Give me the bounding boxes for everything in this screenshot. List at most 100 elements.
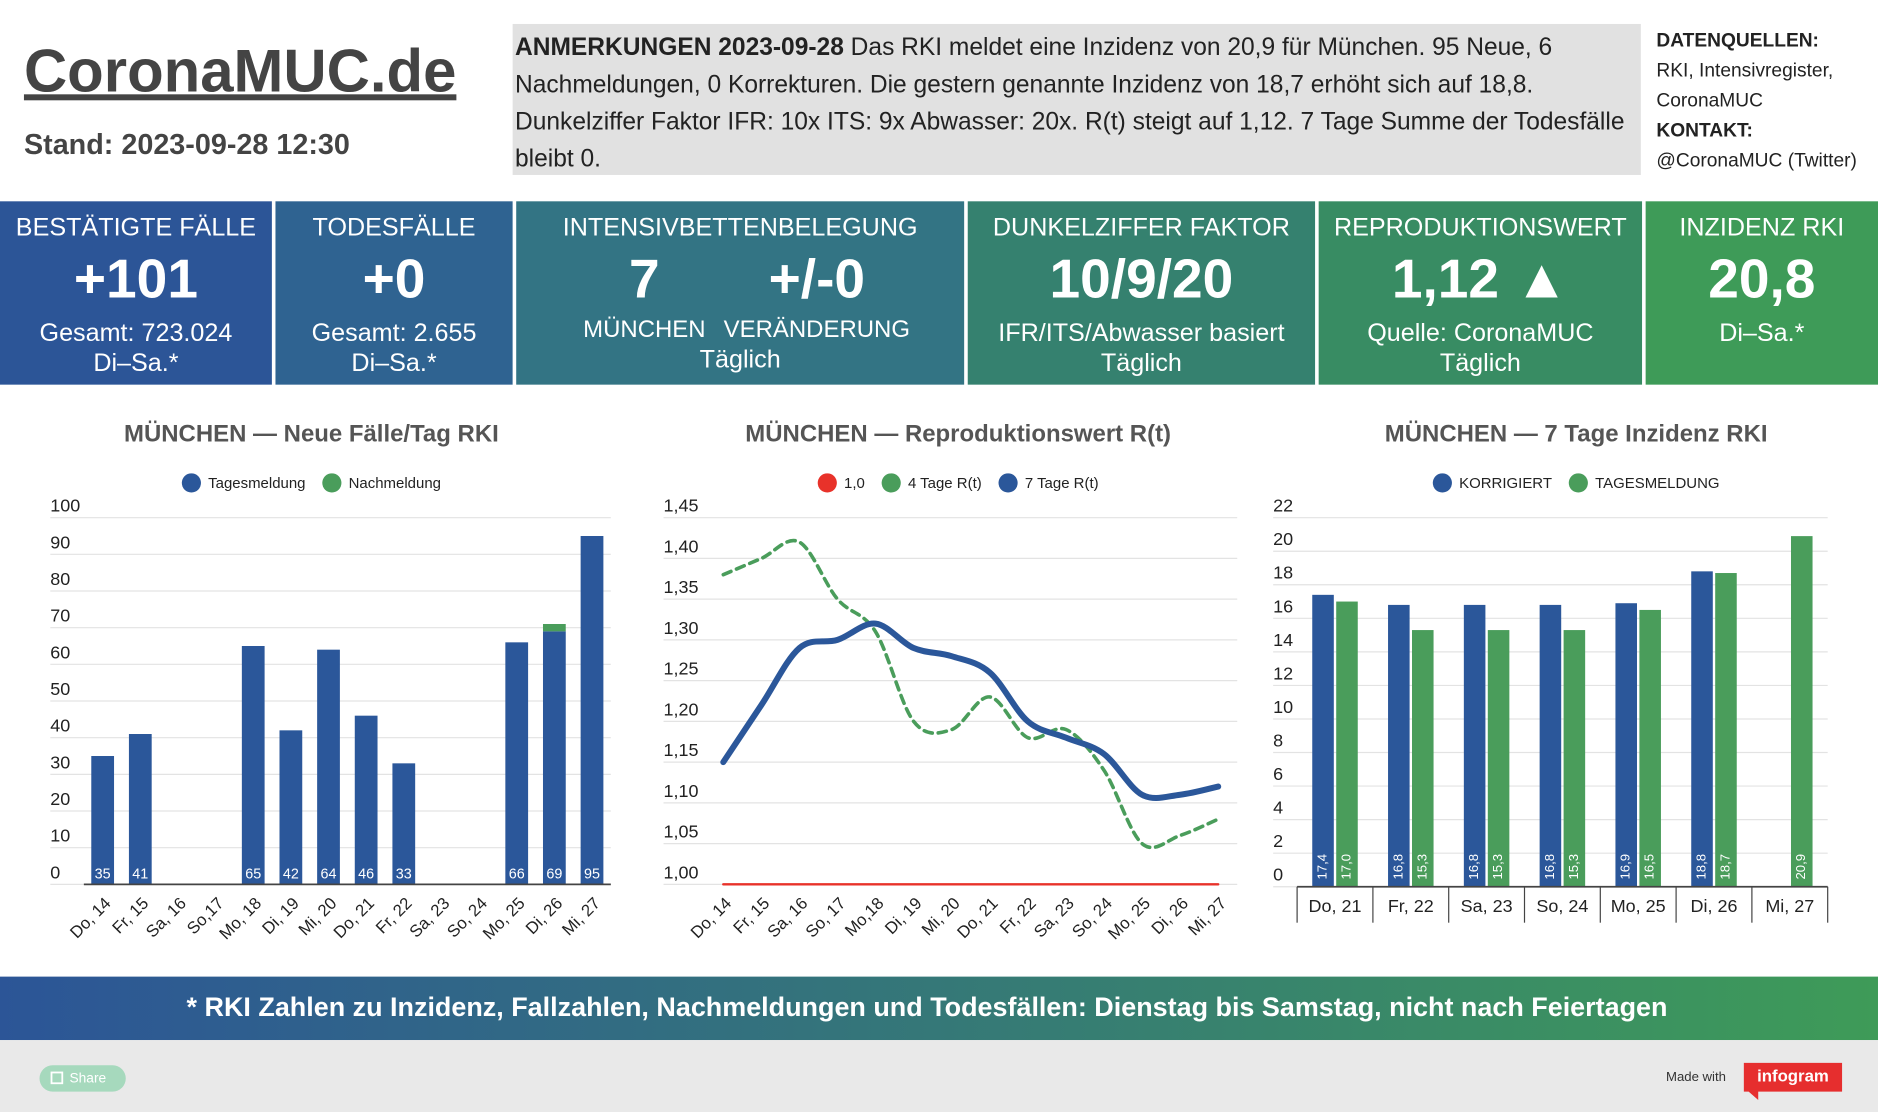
contact-heading: KONTAKT:	[1656, 121, 1753, 142]
data-label: 15,3	[1490, 854, 1505, 880]
bar	[354, 715, 378, 885]
y-tick-label: 16	[1273, 596, 1293, 616]
kpi-value: 20,8	[1708, 247, 1815, 309]
bar	[1563, 630, 1586, 887]
x-tick-label: So, 17	[802, 894, 850, 942]
chart-title: MÜNCHEN — 7 Tage Inzidenz RKI	[1385, 420, 1768, 447]
y-tick-label: 0	[50, 862, 60, 882]
share-icon	[50, 1071, 64, 1085]
x-tick-label: Sa, 16	[142, 894, 190, 942]
x-tick-label: Mo, 25	[1611, 896, 1666, 916]
legend-swatch	[1432, 473, 1452, 493]
share-button[interactable]: Share	[39, 1065, 126, 1092]
x-tick-label: Do, 21	[953, 894, 1001, 942]
y-tick-label: 1,05	[664, 822, 699, 842]
data-label: 41	[132, 867, 148, 883]
bar	[1412, 630, 1434, 887]
data-label: 18,8	[1694, 854, 1709, 880]
kpi-value: 1,12 ▲	[1392, 247, 1569, 309]
x-tick-label: Di, 26	[1691, 896, 1738, 916]
y-tick-label: 40	[50, 716, 70, 736]
bottom-bar	[0, 1040, 1878, 1112]
sources-heading: DATENQUELLEN:	[1656, 31, 1819, 52]
bar	[1615, 603, 1637, 887]
y-tick-label: 0	[1273, 865, 1283, 885]
x-tick-label: Di, 26	[1148, 894, 1192, 938]
kpi-note: Gesamt: 723.024	[40, 319, 233, 347]
y-tick-label: 1,40	[664, 536, 699, 556]
kpi-value: 7	[629, 247, 660, 309]
data-label: 16,8	[1390, 854, 1405, 880]
brand-label: infogram	[1757, 1067, 1829, 1086]
legend: 1,0 4 Tage R(t) 7 Tage R(t)	[817, 473, 1099, 493]
y-tick-label: 1,20	[664, 699, 699, 719]
kpi-note: Gesamt: 2.655	[312, 319, 477, 347]
y-tick-label: 70	[50, 606, 70, 626]
y-tick-label: 60	[50, 642, 70, 662]
data-label: 46	[358, 867, 374, 883]
y-tick-label: 20	[50, 789, 70, 809]
stand: Stand: 2023-09-28 12:30	[24, 129, 350, 161]
y-tick-label: 1,45	[664, 496, 699, 516]
kpi-value: 10/9/20	[1050, 247, 1234, 309]
notes-text: Das RKI meldet eine Inzidenz von 20,9 fü…	[515, 33, 1625, 173]
x-tick-label: Fr, 22	[1388, 896, 1434, 916]
x-tick-label: Mo, 25	[1104, 894, 1154, 944]
legend-label: 4 Tage R(t)	[908, 475, 982, 492]
kpi-note: IFR/ITS/Abwasser basiert	[998, 319, 1284, 347]
legend-swatch	[181, 473, 201, 493]
x-tick-label: Mo, 18	[216, 894, 266, 944]
bar	[1312, 594, 1334, 887]
kpi-label: VERÄNDERUNG	[724, 316, 910, 343]
bar	[128, 734, 152, 885]
kpi-note: Täglich	[1101, 349, 1182, 377]
kpi-tile	[1645, 201, 1878, 385]
data-label: 16,9	[1618, 854, 1633, 880]
legend-label: 1,0	[844, 475, 865, 492]
sources: DATENQUELLEN: RKI, Intensivregister, Cor…	[1656, 26, 1874, 176]
brand-logo[interactable]: infogram	[1743, 1062, 1843, 1101]
bar	[1715, 573, 1737, 887]
chart-title: MÜNCHEN — Neue Fälle/Tag RKI	[124, 420, 499, 447]
legend-swatch	[1568, 473, 1588, 493]
bar	[392, 763, 416, 885]
y-tick-label: 1,15	[664, 740, 699, 760]
y-tick-label: 4	[1273, 798, 1283, 818]
x-tick-label: Do, 14	[687, 894, 735, 942]
y-tick-label: 30	[50, 752, 70, 772]
kpi-title: BESTÄTIGTE FÄLLE	[16, 214, 256, 242]
kpi-value: +0	[363, 247, 426, 309]
footer-band	[0, 976, 1878, 1041]
data-label: 20,9	[1793, 854, 1808, 880]
x-tick-label: So, 24	[1536, 896, 1588, 916]
bar	[1487, 630, 1510, 887]
bar	[1388, 604, 1410, 887]
kpi-title: INTENSIVBETTENBELEGUNG	[563, 214, 918, 242]
data-label: 33	[396, 867, 412, 883]
kpi-note: Di–Sa.*	[93, 349, 178, 377]
y-tick-label: 18	[1273, 563, 1293, 583]
site-title[interactable]: CoronaMUC.de	[24, 37, 456, 104]
x-tick-label: Do, 14	[66, 894, 114, 942]
notes-heading: ANMERKUNGEN 2023-09-28	[515, 33, 844, 62]
kpi-note: Täglich	[700, 345, 781, 373]
bar	[542, 631, 566, 885]
data-label: 15,3	[1566, 854, 1581, 880]
legend-label: Nachmeldung	[349, 475, 441, 492]
bar	[1463, 604, 1486, 887]
line-series	[720, 620, 1222, 802]
y-tick-label: 8	[1273, 730, 1283, 750]
bar	[1691, 571, 1713, 887]
y-tick-label: 6	[1273, 764, 1283, 784]
bar	[1539, 604, 1562, 887]
y-tick-label: 22	[1273, 496, 1293, 516]
x-tick-label: Mi, 27	[1184, 894, 1230, 940]
footer-text: * RKI Zahlen zu Inzidenz, Fallzahlen, Na…	[187, 992, 1668, 1022]
y-tick-label: 1,10	[664, 781, 699, 801]
line-series	[721, 538, 1220, 850]
kpi-title: INZIDENZ RKI	[1679, 214, 1844, 242]
y-tick-label: 1,25	[664, 659, 699, 679]
